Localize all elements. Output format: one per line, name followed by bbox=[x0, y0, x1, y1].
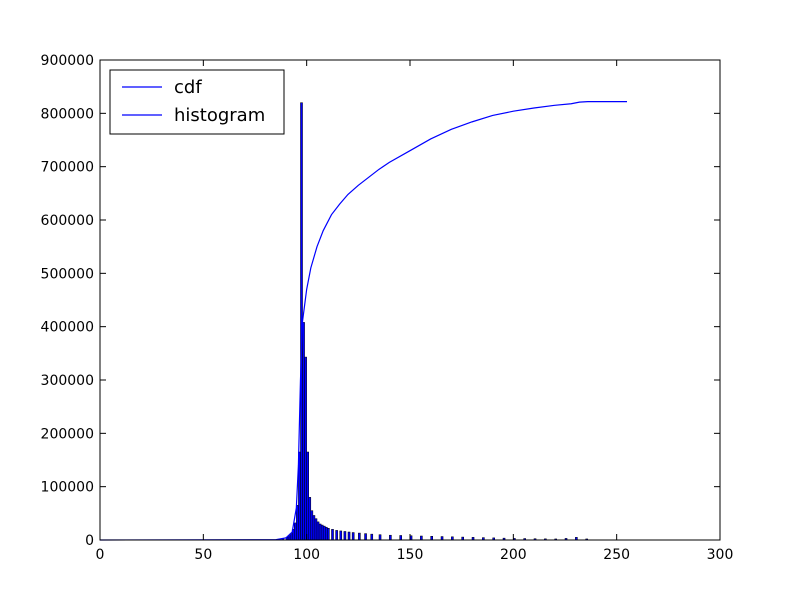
histogram-bar bbox=[358, 532, 361, 541]
histogram-bar bbox=[316, 521, 320, 541]
x-tick-label: 100 bbox=[293, 547, 320, 563]
histogram-bars bbox=[277, 102, 588, 541]
histogram-bar bbox=[322, 525, 326, 541]
histogram-bar bbox=[331, 529, 334, 541]
histogram-bar bbox=[308, 497, 312, 541]
x-tick-label: 300 bbox=[707, 547, 734, 563]
histogram-bar bbox=[370, 533, 374, 541]
cdf-line bbox=[99, 100, 627, 541]
histogram-bar bbox=[302, 322, 305, 541]
histogram-bar bbox=[335, 530, 338, 541]
y-tick-label: 100000 bbox=[41, 480, 94, 496]
x-tick-label: 0 bbox=[96, 547, 105, 563]
x-tick-label: 250 bbox=[603, 547, 630, 563]
histogram-bar bbox=[364, 533, 367, 541]
x-tick-label: 150 bbox=[397, 547, 424, 563]
histogram-bar bbox=[343, 531, 347, 541]
y-tick-label: 500000 bbox=[41, 266, 94, 282]
histogram-bar bbox=[339, 530, 343, 541]
histogram-bar bbox=[347, 531, 351, 541]
y-tick-label: 0 bbox=[85, 533, 94, 549]
histogram-bar bbox=[294, 522, 297, 541]
y-tick-label: 900000 bbox=[41, 53, 94, 69]
histogram-bar bbox=[378, 534, 382, 541]
histogram-bar bbox=[318, 523, 322, 541]
y-tick-label: 600000 bbox=[41, 213, 94, 229]
legend-label-cdf: cdf bbox=[174, 77, 202, 98]
y-tick-label: 300000 bbox=[41, 373, 94, 389]
x-tick-label: 50 bbox=[194, 547, 212, 563]
histogram-bar bbox=[310, 510, 314, 541]
x-axis: 0 50 100 150 200 250 300 bbox=[96, 60, 734, 563]
x-tick-label: 200 bbox=[500, 547, 527, 563]
y-axis: 0 100000 200000 300000 400000 500000 600000 700… bbox=[41, 53, 720, 549]
histogram-bar bbox=[306, 451, 309, 541]
legend-frame bbox=[109, 69, 285, 135]
histogram-bar bbox=[325, 526, 328, 541]
y-tick-label: 200000 bbox=[41, 426, 94, 442]
histogram-bar bbox=[389, 534, 392, 541]
histogram-bar bbox=[420, 535, 423, 541]
histogram-bar bbox=[430, 536, 433, 541]
histogram-bar bbox=[351, 532, 355, 541]
histogram-bar bbox=[440, 536, 444, 541]
y-tick-label: 800000 bbox=[41, 106, 94, 122]
histogram-bar bbox=[399, 535, 402, 541]
histogram-bar bbox=[296, 505, 299, 541]
legend-label-histogram: histogram bbox=[174, 105, 265, 126]
y-tick-label: 700000 bbox=[41, 160, 94, 176]
histogram-bar bbox=[289, 533, 293, 541]
histogram-bar bbox=[320, 524, 324, 541]
histogram-bar bbox=[304, 356, 307, 541]
histogram-bar bbox=[327, 528, 330, 541]
legend: cdf histogram bbox=[109, 69, 285, 135]
histogram-bar bbox=[314, 518, 318, 541]
y-tick-label: 400000 bbox=[41, 320, 94, 336]
histogram-bar bbox=[312, 515, 316, 541]
